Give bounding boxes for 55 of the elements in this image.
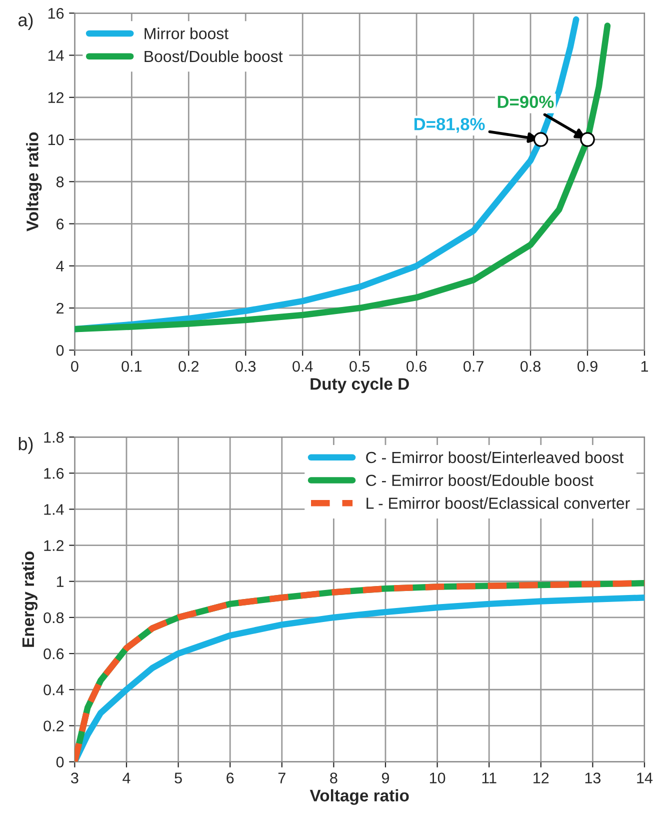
y-tick-label: 1.6 [44, 468, 64, 479]
x-tick-label: 4 [122, 772, 130, 784]
y-tick-label: 1.8 [44, 432, 64, 443]
y-tick-label: 0 [56, 756, 64, 768]
x-tick-label: 13 [585, 772, 601, 784]
y-tick-label: 0.4 [44, 684, 64, 696]
x-axis-title: Voltage ratio [310, 789, 409, 805]
y-tick-label: 0.6 [44, 648, 64, 660]
y-tick-label: 6 [56, 218, 64, 230]
y-tick-label: 0 [56, 345, 64, 356]
annotation: D=81,8% [414, 118, 485, 133]
x-tick-label: 0.9 [577, 360, 598, 372]
text: a) [18, 13, 33, 30]
y-tick-label: 0.8 [44, 612, 64, 624]
x-axis-title: Duty cycle D [310, 378, 409, 394]
x-tick-label: 6 [226, 772, 234, 784]
y-tick-label: 8 [56, 176, 64, 188]
y-tick-label: 4 [56, 260, 64, 272]
legend-label: C - Emirror boost/Einterleaved boost [366, 451, 624, 464]
x-tick-label: 0 [71, 360, 78, 372]
annotation: D=90% [498, 96, 554, 108]
y-tick-label: 14 [48, 50, 64, 61]
x-tick-label: 0.8 [520, 360, 540, 372]
legend-label: Mirror boost [144, 27, 228, 40]
y-tick-label: 1.2 [44, 540, 64, 551]
legend-label: Boost/Double boost [144, 50, 283, 62]
y-axis-title: Voltage ratio [26, 132, 42, 232]
y-tick-label: 16 [48, 8, 64, 19]
x-tick-label: 8 [330, 772, 338, 784]
x-tick-label: 3 [71, 772, 78, 784]
x-tick-label: 5 [174, 772, 182, 784]
x-tick-label: 0.5 [350, 360, 370, 372]
y-axis-title: Energy ratio [22, 551, 38, 647]
x-tick-label: 0.1 [122, 360, 142, 372]
x-tick-label: 12 [534, 772, 549, 784]
y-tick-label: 2 [56, 302, 64, 314]
y-tick-label: 12 [48, 92, 64, 103]
y-tick-label: 0.2 [44, 720, 64, 732]
legend-label: C - Emirror boost/Edouble boost [366, 474, 594, 486]
text: b) [18, 437, 33, 454]
x-tick-label: 1 [641, 361, 648, 372]
x-tick-label: 0.4 [292, 360, 313, 372]
x-tick-label: 9 [382, 772, 390, 784]
x-tick-label: 10 [430, 772, 446, 784]
x-tick-label: 0.6 [406, 360, 427, 372]
legend-label: L - Emirror boost/Eclassical converter [366, 497, 630, 509]
x-tick-label: 0.7 [464, 360, 484, 372]
y-tick-label: 1.4 [44, 504, 64, 515]
y-tick-label: 10 [48, 134, 64, 146]
y-tick-label: 1 [56, 576, 64, 587]
x-tick-label: 0.2 [178, 360, 198, 372]
x-tick-label: 14 [637, 772, 653, 784]
x-tick-label: 0.3 [236, 360, 256, 372]
x-tick-label: 11 [482, 772, 496, 784]
x-tick-label: 7 [278, 772, 286, 784]
